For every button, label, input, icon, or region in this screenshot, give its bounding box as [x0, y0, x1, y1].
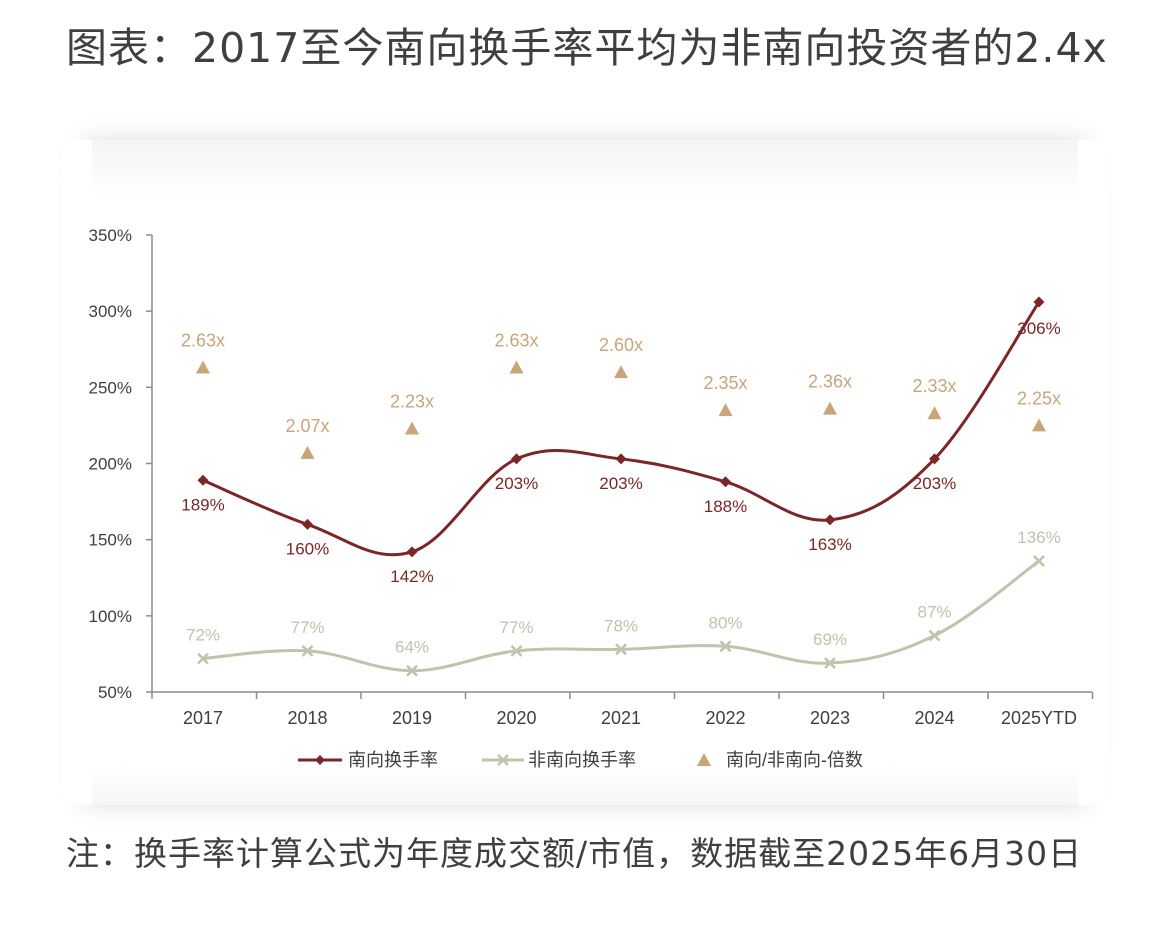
- x-tick-label: 2024: [914, 708, 954, 728]
- non-southbound-data-label: 69%: [813, 630, 847, 649]
- ratio-point: [405, 421, 419, 435]
- non-southbound-point: [197, 652, 209, 665]
- x-tick-label: 2023: [810, 708, 850, 728]
- ratio-data-label: 2.63x: [181, 331, 225, 351]
- non-southbound-point: [1033, 555, 1045, 567]
- ratio-point: [196, 360, 210, 374]
- southbound-data-label: 163%: [808, 535, 851, 554]
- ratio-point: [927, 406, 942, 420]
- legend-southbound-label: 南向换手率: [348, 750, 438, 770]
- y-tick-label: 300%: [89, 302, 132, 321]
- footnote: 注：换手率计算公式为年度成交额/市值，数据截至2025年6月30日: [66, 834, 1083, 873]
- non-southbound-data-label: 78%: [604, 616, 638, 635]
- ratio-data-label: 2.36x: [808, 372, 852, 392]
- ratio-point: [509, 360, 524, 374]
- southbound-point: [929, 453, 940, 465]
- chart-panel: 50% 100% 150% 200% 250% 300% 350% 2017 2018 2019 2…: [62, 140, 1108, 805]
- southbound-point: [824, 514, 836, 526]
- southbound-data-label: 189%: [181, 495, 224, 514]
- southbound-data-label: 203%: [495, 474, 538, 493]
- non-southbound-data-label: 77%: [499, 618, 533, 637]
- x-tick-label: 2025YTD: [1001, 708, 1077, 728]
- non-southbound-data-label: 87%: [917, 603, 951, 622]
- y-tick-label: 250%: [89, 378, 132, 397]
- legend-non-southbound-label: 非南向换手率: [528, 750, 636, 770]
- non-southbound-point: [615, 643, 627, 656]
- non-southbound-data-label: 77%: [290, 618, 324, 637]
- southbound-data-label: 203%: [913, 474, 956, 493]
- southbound-point: [511, 453, 522, 465]
- ratio-point: [823, 401, 837, 415]
- non-southbound-point: [719, 640, 732, 653]
- x-tick-label: 2022: [705, 708, 745, 728]
- southbound-point: [615, 453, 627, 465]
- x-tick-label: 2019: [392, 708, 432, 728]
- legend-ratio-label: 南向/非南向-倍数: [726, 750, 863, 770]
- legend-ratio-marker: [697, 753, 711, 766]
- southbound-data-label: 160%: [286, 539, 329, 558]
- southbound-data-label: 306%: [1017, 319, 1060, 338]
- ratio-data-label: 2.60x: [599, 335, 643, 355]
- x-tick-label: 2017: [183, 708, 223, 728]
- ratio-point: [300, 445, 315, 459]
- ratio-data-label: 2.25x: [1017, 388, 1061, 408]
- ratio-point: [614, 365, 628, 379]
- non-southbound-data-label: 80%: [708, 613, 742, 632]
- southbound-point: [720, 476, 731, 488]
- southbound-point: [1033, 296, 1045, 308]
- y-tick-label: 200%: [89, 455, 132, 474]
- y-tick-label: 150%: [89, 531, 132, 550]
- ratio-data-label: 2.35x: [703, 373, 747, 393]
- non-southbound-point: [928, 629, 941, 642]
- legend-southbound-marker: [315, 755, 325, 765]
- x-tick-label: 2020: [496, 708, 536, 728]
- page-title: 图表：2017至今南向换手率平均为非南向投资者的2.4x: [66, 24, 1108, 72]
- non-southbound-point: [406, 664, 418, 677]
- non-southbound-data-label: 72%: [186, 625, 220, 644]
- southbound-data-label: 188%: [704, 497, 747, 516]
- y-tick-label: 100%: [89, 607, 132, 626]
- ratio-data-label: 2.07x: [285, 416, 329, 436]
- non-southbound-point: [510, 644, 523, 657]
- non-southbound-point: [824, 657, 836, 669]
- southbound-point: [197, 474, 209, 486]
- southbound-data-label: 142%: [390, 567, 433, 586]
- non-southbound-data-label: 64%: [395, 638, 429, 657]
- y-tick-label: 350%: [89, 226, 132, 245]
- turnover-chart: 50% 100% 150% 200% 250% 300% 350% 2017 2018 2019 2…: [89, 226, 1094, 770]
- ratio-data-label: 2.23x: [390, 391, 434, 411]
- y-tick-label: 50%: [98, 683, 132, 702]
- x-tick-label: 2018: [287, 708, 327, 728]
- ratio-point: [718, 403, 733, 417]
- ratio-data-label: 2.63x: [494, 331, 538, 351]
- southbound-point: [406, 546, 418, 558]
- legend-non-southbound-marker: [497, 754, 509, 766]
- southbound-point: [302, 518, 313, 530]
- ratio-data-label: 2.33x: [912, 376, 956, 396]
- x-tick-label: 2021: [601, 708, 641, 728]
- southbound-data-label: 203%: [599, 474, 642, 493]
- non-southbound-data-label: 136%: [1017, 528, 1060, 547]
- non-southbound-point: [301, 644, 314, 657]
- ratio-point: [1032, 418, 1046, 432]
